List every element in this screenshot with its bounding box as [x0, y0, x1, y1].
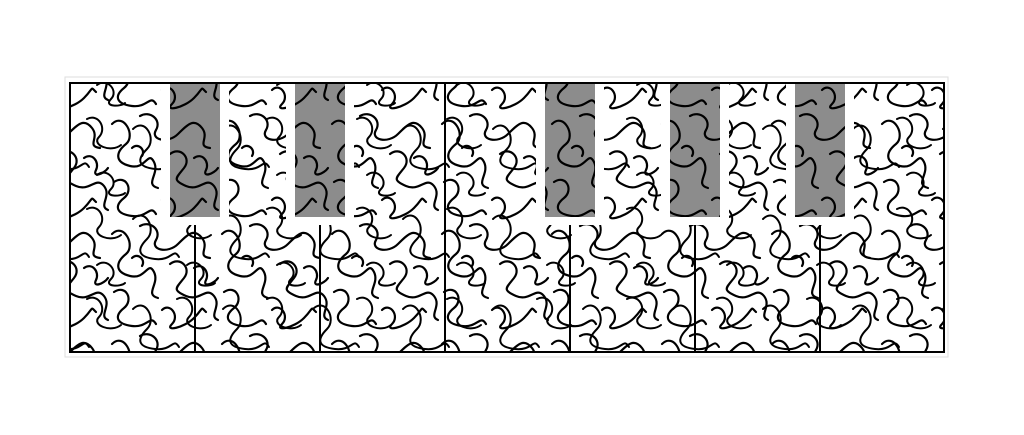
keyboard-border [69, 82, 945, 353]
black-key-texture [295, 83, 345, 217]
black-keys [161, 83, 854, 225]
black-key-texture [795, 83, 845, 217]
black-key-texture [170, 83, 220, 217]
black-key-texture [670, 83, 720, 217]
black-key-texture [545, 83, 595, 217]
